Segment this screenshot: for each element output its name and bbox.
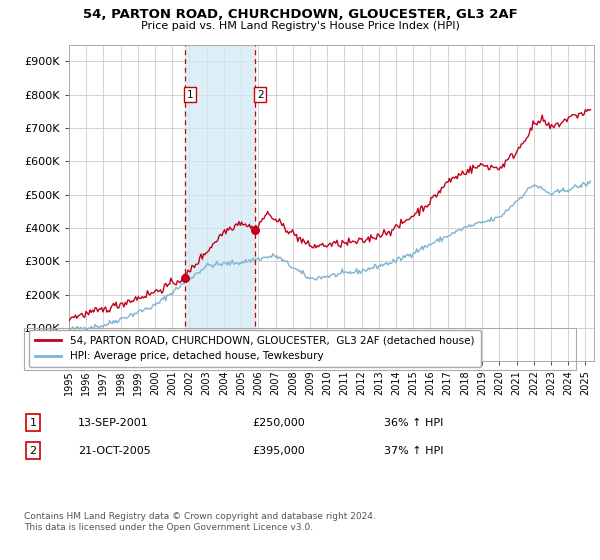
Text: £395,000: £395,000 [252, 446, 305, 456]
Legend: 54, PARTON ROAD, CHURCHDOWN, GLOUCESTER,  GL3 2AF (detached house), HPI: Average: 54, PARTON ROAD, CHURCHDOWN, GLOUCESTER,… [29, 330, 481, 367]
Text: 37% ↑ HPI: 37% ↑ HPI [384, 446, 443, 456]
Point [250, 225, 260, 234]
Text: Price paid vs. HM Land Registry's House Price Index (HPI): Price paid vs. HM Land Registry's House … [140, 21, 460, 31]
Point [180, 273, 190, 282]
Text: 2: 2 [257, 90, 263, 100]
Text: Contains HM Land Registry data © Crown copyright and database right 2024.
This d: Contains HM Land Registry data © Crown c… [24, 512, 376, 532]
Text: 1: 1 [29, 418, 37, 428]
Text: 36% ↑ HPI: 36% ↑ HPI [384, 418, 443, 428]
Text: 13-SEP-2001: 13-SEP-2001 [78, 418, 149, 428]
Text: 21-OCT-2005: 21-OCT-2005 [78, 446, 151, 456]
Text: 1: 1 [187, 90, 193, 100]
Text: 2: 2 [29, 446, 37, 456]
Text: 54, PARTON ROAD, CHURCHDOWN, GLOUCESTER, GL3 2AF: 54, PARTON ROAD, CHURCHDOWN, GLOUCESTER,… [83, 8, 517, 21]
Bar [185, 45, 255, 361]
Text: £250,000: £250,000 [252, 418, 305, 428]
